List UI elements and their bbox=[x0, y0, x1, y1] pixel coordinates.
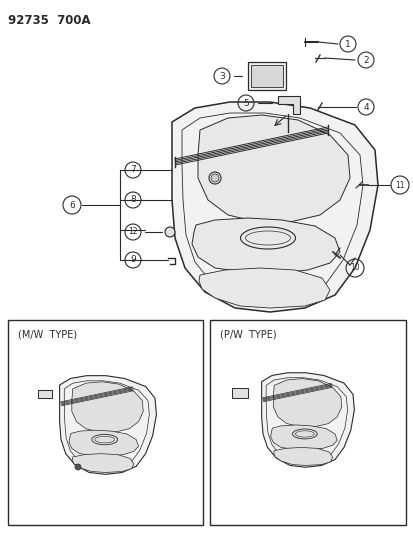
Polygon shape bbox=[71, 382, 143, 432]
Text: 7: 7 bbox=[130, 166, 135, 174]
Text: 9: 9 bbox=[130, 255, 135, 264]
Circle shape bbox=[165, 227, 175, 237]
Ellipse shape bbox=[209, 172, 221, 184]
Polygon shape bbox=[197, 115, 349, 222]
Text: 12: 12 bbox=[128, 228, 138, 237]
Polygon shape bbox=[59, 376, 156, 474]
FancyBboxPatch shape bbox=[247, 62, 285, 90]
Text: 6: 6 bbox=[69, 200, 75, 209]
Polygon shape bbox=[273, 378, 341, 427]
Text: 5: 5 bbox=[242, 99, 248, 108]
Text: 4: 4 bbox=[362, 102, 368, 111]
Polygon shape bbox=[277, 96, 299, 114]
Text: 3: 3 bbox=[218, 71, 224, 80]
Text: (M/W  TYPE): (M/W TYPE) bbox=[18, 330, 77, 340]
Text: 1: 1 bbox=[344, 39, 350, 49]
Ellipse shape bbox=[211, 174, 218, 182]
Polygon shape bbox=[270, 425, 337, 450]
Polygon shape bbox=[72, 454, 133, 472]
Bar bbox=[8, 320, 202, 525]
FancyBboxPatch shape bbox=[250, 65, 282, 87]
Text: (P/W  TYPE): (P/W TYPE) bbox=[219, 330, 276, 340]
Polygon shape bbox=[38, 390, 52, 398]
Text: 8: 8 bbox=[130, 196, 135, 205]
Text: 11: 11 bbox=[394, 181, 404, 190]
Polygon shape bbox=[273, 447, 332, 465]
Text: 92735  700A: 92735 700A bbox=[8, 14, 90, 27]
Polygon shape bbox=[192, 218, 339, 273]
Polygon shape bbox=[69, 430, 138, 456]
Bar bbox=[231, 388, 247, 398]
Polygon shape bbox=[261, 373, 354, 467]
Text: 10: 10 bbox=[349, 263, 359, 272]
Bar bbox=[209, 320, 405, 525]
Polygon shape bbox=[171, 102, 377, 312]
Text: 2: 2 bbox=[362, 55, 368, 64]
Polygon shape bbox=[199, 268, 329, 308]
Circle shape bbox=[75, 464, 81, 470]
